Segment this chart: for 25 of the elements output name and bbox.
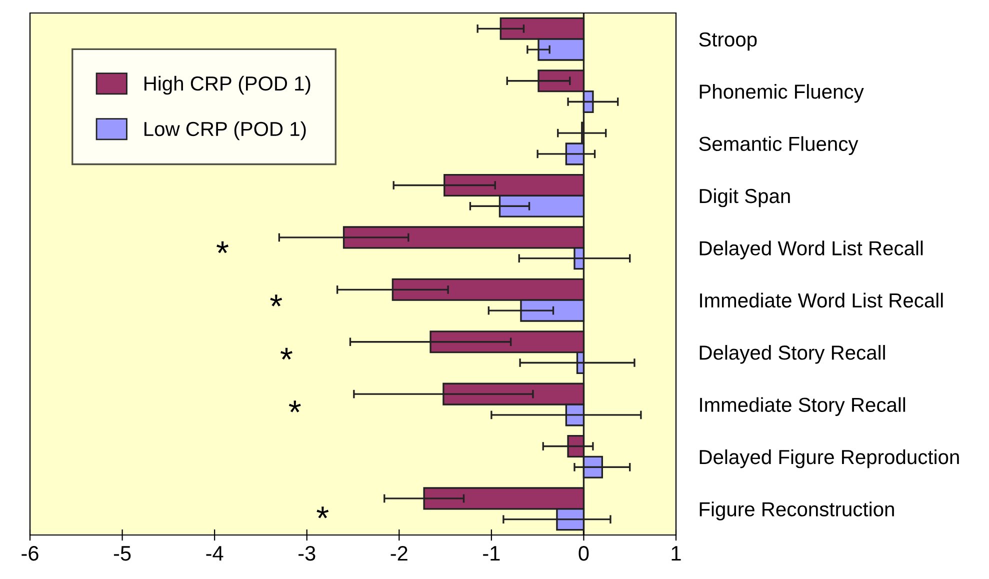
y-tick-label: Stroop xyxy=(699,32,757,51)
annotation: * xyxy=(270,294,282,306)
y-tick-label: Delayed Figure Reproduction xyxy=(700,449,959,468)
annotation: * xyxy=(288,400,301,412)
y-tick-label: Digit Span xyxy=(700,188,790,208)
x-tick-label: -1 xyxy=(483,546,500,561)
annotation: * xyxy=(280,348,292,360)
legend-label: High CRP (POD 1) xyxy=(144,76,310,95)
y-tick-label: Phonemic Fluency xyxy=(700,84,864,103)
y-tick-label: Immediate Word List Recall xyxy=(700,292,943,308)
y-tick-label: Figure Reconstruction xyxy=(700,502,894,520)
y-tick-label: Semantic Fluency xyxy=(699,136,858,155)
annotation: * xyxy=(216,241,228,254)
y-tick-label: Immediate Story Recall xyxy=(700,397,906,416)
x-tick-label: -3 xyxy=(298,546,316,561)
x-tick-label: 1 xyxy=(672,546,681,561)
x-tick-label: -4 xyxy=(206,546,224,561)
x-tick-label: -2 xyxy=(390,546,408,561)
y-tick-label: Delayed Story Recall xyxy=(700,345,885,364)
x-tick-label: -6 xyxy=(22,546,38,561)
x-tick-label: -5 xyxy=(114,546,131,561)
legend-label: Low CRP (POD 1) xyxy=(144,121,306,140)
annotation: * xyxy=(316,506,329,518)
y-tick-label: Delayed Word List Recall xyxy=(700,240,923,260)
x-tick-label: 0 xyxy=(578,546,589,561)
